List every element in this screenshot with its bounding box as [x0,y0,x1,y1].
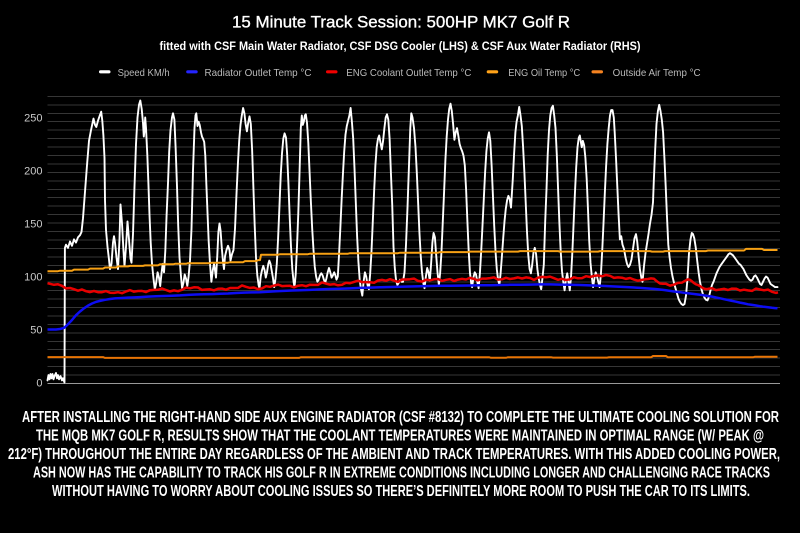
svg-text:212°F) THROUGHOUT THE ENTIRE D: 212°F) THROUGHOUT THE ENTIRE DAY REGARDL… [8,446,780,463]
svg-text:WITHOUT HAVING TO WORRY ABOUT: WITHOUT HAVING TO WORRY ABOUT COOLING IS… [52,483,750,500]
svg-text:Outside Air Temp °C: Outside Air Temp °C [613,68,701,79]
svg-text:0: 0 [36,377,42,389]
svg-text:100: 100 [24,271,42,283]
svg-text:250: 250 [24,112,42,124]
svg-text:ENG Oil Temp °C: ENG Oil Temp °C [508,68,580,79]
svg-text:THE MQB MK7 GOLF R, RESULTS SH: THE MQB MK7 GOLF R, RESULTS SHOW THAT TH… [36,428,764,445]
svg-text:15 Minute Track Session: 500HP: 15 Minute Track Session: 500HP MK7 Golf … [232,13,570,32]
svg-text:150: 150 [24,218,42,230]
svg-text:50: 50 [30,324,42,336]
svg-text:Radiator Outlet Temp °C: Radiator Outlet Temp °C [205,68,312,79]
svg-text:Speed KM/h: Speed KM/h [118,68,170,79]
svg-text:AFTER INSTALLING THE RIGHT-HAN: AFTER INSTALLING THE RIGHT-HAND SIDE AUX… [22,409,779,426]
svg-text:200: 200 [24,165,42,177]
svg-text:ENG Coolant Outlet Temp °C: ENG Coolant Outlet Temp °C [346,68,471,79]
svg-text:ASH NOW HAS THE CAPABILITY TO: ASH NOW HAS THE CAPABILITY TO TRACK HIS … [33,465,770,482]
svg-text:fitted with CSF Main Water Rad: fitted with CSF Main Water Radiator, CSF… [160,39,641,53]
